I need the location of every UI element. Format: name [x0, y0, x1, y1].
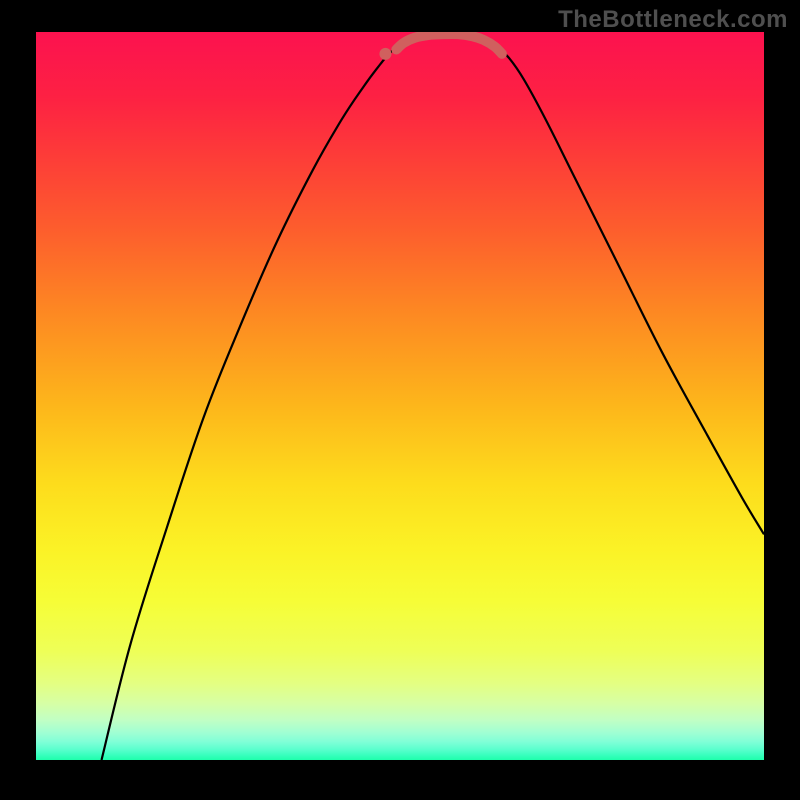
chart-plot-area: [36, 32, 764, 760]
watermark-text: TheBottleneck.com: [558, 6, 788, 34]
chart-gradient-rect: [36, 32, 764, 760]
optimal-range-marker: [379, 48, 391, 60]
chart-svg: [36, 32, 764, 760]
chart-frame: TheBottleneck.com: [0, 0, 800, 800]
